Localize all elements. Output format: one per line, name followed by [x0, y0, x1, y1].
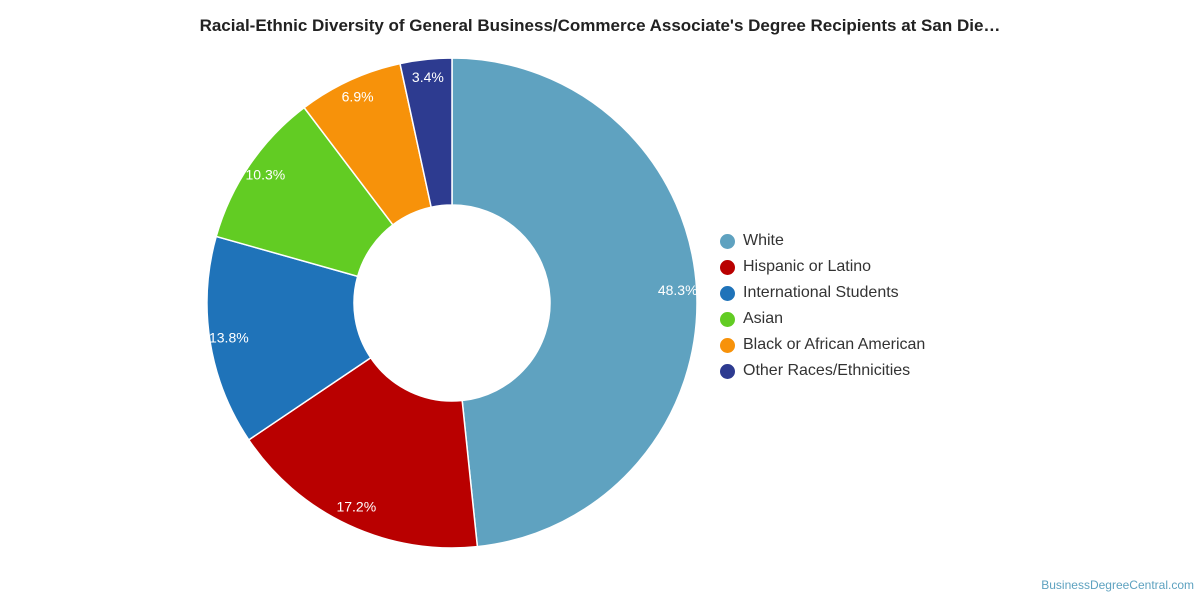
legend-swatch — [720, 311, 735, 327]
legend-swatch — [720, 233, 735, 249]
legend-item[interactable]: Hispanic or Latino — [720, 254, 925, 280]
legend-swatch — [720, 337, 735, 353]
legend-item[interactable]: White — [720, 228, 925, 254]
slice-international-students[interactable] — [206, 235, 372, 441]
legend: White Hispanic or Latino International Stu… — [720, 228, 925, 384]
slice-label: 13.8% — [209, 329, 249, 345]
slice-asian[interactable] — [215, 106, 394, 278]
legend-item[interactable]: International Students — [720, 280, 925, 306]
legend-label: Black or African American — [743, 336, 926, 353]
legend-item[interactable]: Asian — [720, 306, 925, 332]
legend-item[interactable]: Black or African American — [720, 332, 925, 358]
legend-item[interactable]: Other Races/Ethnicities — [720, 358, 925, 384]
legend-swatch — [720, 259, 735, 275]
slice-label: 10.3% — [246, 166, 286, 182]
legend-label: White — [743, 232, 784, 249]
legend-label: Other Races/Ethnicities — [743, 362, 911, 379]
slice-label: 6.9% — [342, 88, 374, 104]
legend-swatch — [720, 363, 735, 379]
legend-swatch — [720, 285, 735, 301]
slice-label: 3.4% — [412, 69, 444, 85]
legend-label: International Students — [743, 284, 899, 301]
slice-label: 17.2% — [336, 498, 376, 514]
slice-white[interactable] — [451, 57, 698, 548]
legend-label: Hispanic or Latino — [743, 258, 872, 275]
chart-title: Racial-Ethnic Diversity of General Busin… — [199, 16, 1001, 35]
slice-label: 48.3% — [658, 282, 698, 298]
legend-label: Asian — [743, 310, 784, 327]
slice-hispanic-or-latino[interactable] — [247, 356, 479, 549]
source-credit[interactable]: BusinessDegreeCentral.com — [1041, 578, 1194, 592]
slice-other-races-ethnicities[interactable] — [399, 57, 453, 209]
